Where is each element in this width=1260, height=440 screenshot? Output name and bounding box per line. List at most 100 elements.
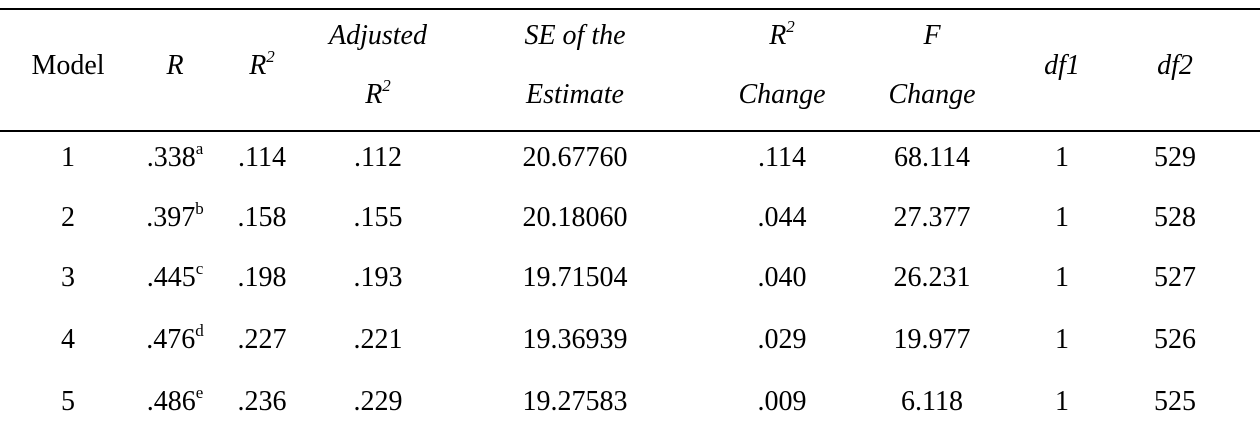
cell-text: .445 (146, 262, 196, 293)
cell-text: 6.118 (901, 386, 963, 417)
header-cell: R (166, 52, 183, 80)
body-cell: .397b (146, 200, 204, 233)
body-cell: .029 (758, 326, 807, 354)
cell-text: 3 (61, 262, 75, 293)
body-cell: .229 (354, 388, 403, 416)
body-cell: .486e (146, 384, 204, 417)
header-cell: R2 (365, 77, 391, 110)
cell-text: .229 (353, 386, 403, 417)
cell-text: 20.18060 (522, 202, 628, 233)
body-cell: 2 (61, 204, 75, 232)
body-cell: 27.377 (894, 204, 971, 232)
body-cell: 5 (61, 388, 75, 416)
body-cell: .114 (758, 144, 806, 172)
cell-text: 1 (1055, 386, 1069, 417)
body-cell: 1 (1055, 326, 1069, 354)
footnote-marker: d (195, 321, 204, 340)
header-text: Model (31, 50, 105, 81)
body-cell: 528 (1154, 204, 1196, 232)
header-cell: R2 (249, 48, 275, 81)
footnote-marker: e (195, 383, 204, 402)
header-text: R (166, 50, 184, 81)
header-text: df2 (1157, 50, 1193, 81)
body-cell: .158 (238, 204, 287, 232)
top-rule (0, 8, 1260, 10)
body-cell: .445c (146, 260, 204, 293)
header-cell: F (923, 22, 940, 50)
body-cell: 1 (1055, 388, 1069, 416)
cell-text: .114 (758, 142, 806, 173)
body-cell: 1 (1055, 144, 1069, 172)
body-cell: .044 (758, 204, 807, 232)
cell-text: .112 (354, 142, 402, 173)
body-cell: 525 (1154, 388, 1196, 416)
cell-text: 527 (1154, 262, 1196, 293)
cell-text: .009 (757, 386, 807, 417)
header-sup: 2 (382, 76, 391, 95)
cell-text: 68.114 (894, 142, 970, 173)
body-cell: 19.36939 (523, 326, 628, 354)
body-cell: .112 (354, 144, 402, 172)
cell-text: 19.71504 (522, 262, 628, 293)
header-text: F (923, 20, 941, 51)
cell-text: 20.67760 (522, 142, 628, 173)
body-cell: .198 (238, 264, 287, 292)
header-text: R (249, 50, 267, 81)
cell-text: .221 (353, 324, 403, 355)
cell-text: .476 (146, 324, 196, 355)
cell-text: 19.36939 (522, 324, 628, 355)
cell-text: 1 (1055, 324, 1069, 355)
header-cell: Adjusted (329, 22, 427, 50)
header-text: Change (888, 79, 976, 110)
header-sup: 2 (266, 47, 275, 66)
header-text: R (365, 79, 383, 110)
body-cell: .476d (146, 322, 204, 355)
body-cell: 19.27583 (523, 388, 628, 416)
body-cell: 19.71504 (523, 264, 628, 292)
header-text: R (769, 20, 787, 51)
header-rule (0, 130, 1260, 132)
cell-text: 528 (1154, 202, 1196, 233)
cell-text: 1 (1055, 142, 1069, 173)
body-cell: .193 (354, 264, 403, 292)
cell-text: 1 (1055, 262, 1069, 293)
header-cell: Change (888, 81, 975, 109)
body-cell: .338a (147, 140, 204, 172)
header-text: df1 (1044, 50, 1080, 81)
header-cell: Change (738, 81, 825, 109)
header-text: Estimate (526, 79, 624, 110)
header-sup: 2 (786, 17, 795, 36)
cell-text: .029 (757, 324, 807, 355)
body-cell: .155 (354, 204, 403, 232)
cell-text: .397 (146, 202, 196, 233)
footnote-marker: c (195, 259, 204, 278)
header-text: Change (738, 79, 826, 110)
cell-text: .193 (353, 262, 403, 293)
cell-text: .236 (237, 386, 287, 417)
body-cell: .221 (354, 326, 403, 354)
cell-text: 19.977 (893, 324, 971, 355)
cell-text: 525 (1154, 386, 1196, 417)
body-cell: 1 (1055, 204, 1069, 232)
body-cell: 1 (1055, 264, 1069, 292)
header-cell: Model (31, 52, 104, 80)
body-cell: 1 (61, 144, 75, 172)
cell-text: 19.27583 (522, 386, 628, 417)
body-cell: .040 (758, 264, 807, 292)
cell-text: .114 (238, 142, 286, 173)
cell-text: .486 (146, 386, 196, 417)
body-cell: 527 (1154, 264, 1196, 292)
header-text: Adjusted (329, 20, 427, 51)
header-text: SE of the (524, 20, 626, 51)
cell-text: 1 (1055, 202, 1069, 233)
body-cell: .114 (238, 144, 286, 172)
header-cell: df2 (1157, 52, 1193, 80)
cell-text: .044 (757, 202, 807, 233)
cell-text: 1 (61, 142, 75, 173)
body-cell: 68.114 (894, 144, 970, 172)
cell-text: 27.377 (893, 202, 971, 233)
body-cell: 529 (1154, 144, 1196, 172)
body-cell: 526 (1154, 326, 1196, 354)
body-cell: 4 (61, 326, 75, 354)
